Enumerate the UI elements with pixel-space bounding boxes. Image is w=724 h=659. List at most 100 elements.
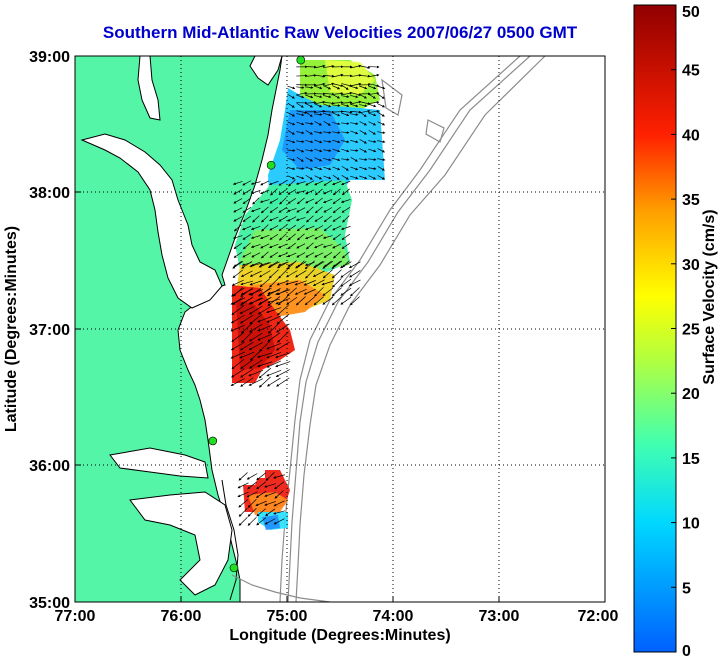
velocity-arrow — [341, 112, 350, 117]
velocity-arrow — [368, 73, 380, 78]
velocity-arrow — [314, 82, 326, 87]
velocity-arrow — [240, 270, 253, 277]
velocity-arrow — [377, 103, 386, 108]
velocity-arrow — [350, 64, 362, 69]
velocity-arrow — [240, 359, 254, 369]
velocity-arrow — [258, 262, 271, 268]
velocity-arrow — [368, 158, 377, 161]
velocity-arrow — [248, 323, 263, 333]
velocity-arrow — [257, 305, 272, 315]
barrier-islands — [221, 479, 239, 601]
velocity-arrow — [248, 305, 263, 315]
velocity-arrow — [377, 175, 385, 180]
velocity-arrow — [275, 289, 291, 296]
velocity-arrow — [296, 224, 305, 232]
velocity-arrow — [240, 296, 254, 306]
colorbar-tick-label: 30 — [682, 257, 700, 274]
velocity-patch-hatteras-blue — [262, 515, 280, 530]
velocity-arrow — [288, 179, 296, 187]
velocity-arrow — [314, 95, 323, 99]
velocity-arrow — [230, 378, 245, 386]
velocity-arrow — [267, 332, 281, 342]
velocity-arrow — [305, 149, 314, 152]
velocity-arrow — [266, 369, 282, 377]
velocity-arrow — [341, 188, 350, 196]
velocity-arrow — [359, 101, 371, 105]
velocity-arrow — [368, 121, 377, 126]
velocity-arrow — [294, 280, 307, 286]
velocity-arrow — [267, 322, 280, 334]
velocity-arrow — [368, 175, 377, 180]
velocity-arrow — [350, 149, 359, 152]
velocity-arrow — [340, 287, 352, 296]
velocity-arrow — [250, 225, 261, 231]
velocity-arrow — [341, 83, 353, 87]
velocity-arrow — [232, 260, 244, 269]
velocity-arrow — [269, 225, 279, 231]
velocity-arrow — [323, 158, 332, 162]
velocity-arrow — [340, 199, 351, 203]
colorbar-tick-label: 25 — [682, 322, 700, 339]
velocity-arrow — [314, 100, 326, 105]
velocity-arrow — [278, 269, 288, 279]
velocity-arrow — [323, 112, 332, 117]
velocity-arrow — [250, 235, 261, 239]
velocity-arrow — [294, 288, 307, 295]
velocity-arrow — [341, 95, 350, 98]
velocity-arrow — [238, 472, 248, 481]
velocity-arrow — [232, 269, 244, 279]
velocity-arrow — [278, 224, 287, 232]
velocity-arrow — [260, 243, 270, 249]
velocity-arrow — [233, 260, 243, 267]
velocity-arrow — [323, 65, 335, 68]
velocity-arrow — [260, 206, 269, 214]
velocity-arrow — [332, 110, 344, 114]
velocity-arrow — [233, 207, 243, 213]
velocity-arrow — [296, 197, 305, 205]
velocity-arrow — [230, 314, 245, 324]
velocity-arrow — [350, 113, 359, 116]
colorbar-gradient — [633, 4, 677, 653]
velocity-arrow — [332, 225, 342, 231]
velocity-arrow — [269, 278, 279, 288]
velocity-arrow — [274, 490, 284, 499]
velocity-arrow — [332, 174, 340, 180]
velocity-arrow — [242, 252, 252, 258]
velocity-arrow — [242, 215, 252, 222]
x-tick-label: 75:00 — [267, 608, 308, 625]
velocity-arrow — [314, 64, 326, 69]
axis-ticks — [74, 55, 606, 603]
velocity-arrow — [341, 174, 349, 180]
velocity-arrow — [350, 100, 362, 105]
velocity-arrow — [296, 110, 308, 114]
velocity-arrow — [239, 306, 254, 314]
velocity-arrow — [323, 92, 335, 96]
velocity-arrow — [275, 297, 291, 305]
velocity-arrow — [377, 148, 386, 153]
velocity-arrow — [333, 251, 341, 259]
velocity-arrow — [314, 206, 323, 214]
velocity-arrow — [256, 508, 266, 517]
velocity-arrow — [269, 261, 279, 267]
velocity-arrow — [251, 261, 261, 267]
velocity-arrow — [257, 324, 273, 332]
velocity-arrow — [341, 110, 353, 114]
velocity-arrow — [295, 270, 307, 278]
velocity-arrow — [240, 314, 254, 324]
velocity-arrow — [314, 252, 324, 258]
velocity-arrow — [238, 499, 248, 508]
velocity-arrow — [350, 157, 358, 162]
velocity-arrow — [248, 378, 263, 386]
velocity-arrow — [240, 322, 253, 334]
velocity-arrow — [350, 166, 359, 171]
velocity-arrow — [305, 157, 314, 162]
velocity-arrow — [323, 149, 332, 152]
velocity-arrow — [368, 109, 380, 113]
velocity-arrow — [295, 190, 306, 194]
velocity-arrow — [304, 260, 315, 270]
chesapeake-bay-upper — [137, 56, 161, 121]
velocity-arrow — [260, 189, 270, 195]
velocity-arrow — [232, 235, 243, 239]
velocity-arrow — [323, 74, 335, 78]
velocity-arrow — [265, 508, 276, 517]
